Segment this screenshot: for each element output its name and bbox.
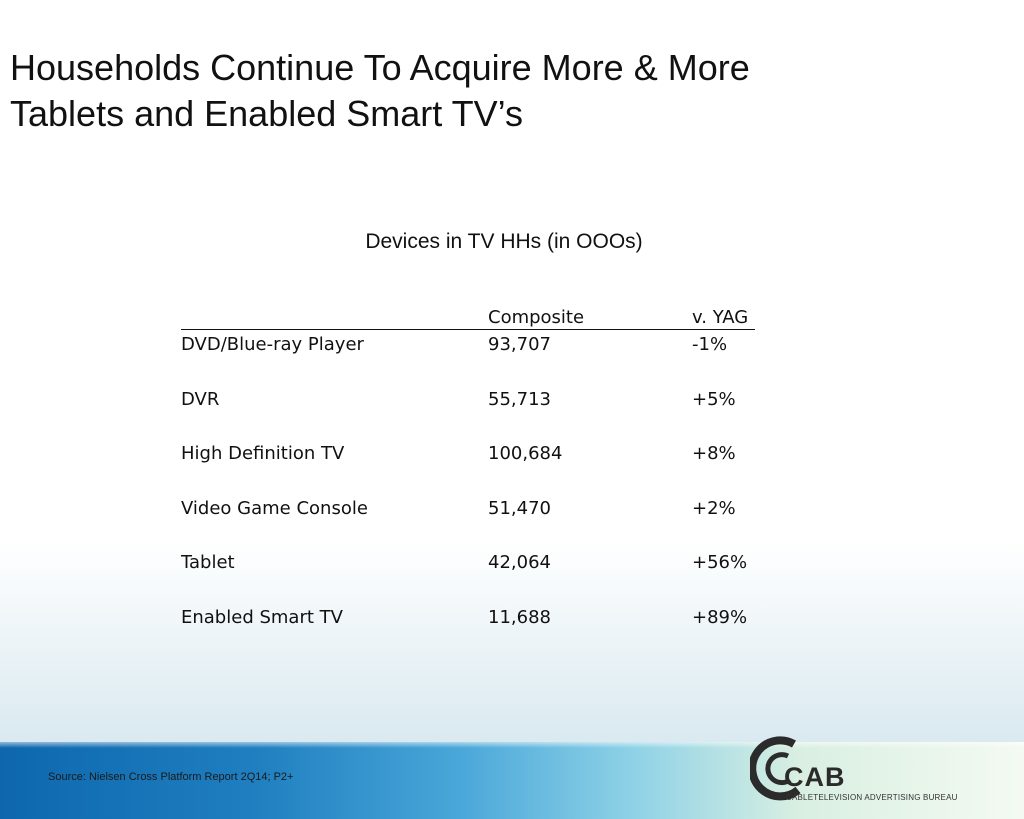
- table-row: DVD/Blue-ray Player 93,707 -1%: [181, 330, 755, 385]
- composite-value: 51,470: [488, 497, 551, 519]
- slide-title-line-1: Households Continue To Acquire More & Mo…: [10, 47, 750, 88]
- table-row: Enabled Smart TV 11,688 +89%: [181, 603, 755, 658]
- table-row: Tablet 42,064 +56%: [181, 548, 755, 603]
- yag-value: +2%: [692, 497, 736, 519]
- table-row: DVR 55,713 +5%: [181, 385, 755, 440]
- source-note: Source: Nielsen Cross Platform Report 2Q…: [48, 771, 294, 783]
- yag-value: +8%: [692, 443, 736, 465]
- device-name: Video Game Console: [181, 497, 368, 519]
- header-yag: v. YAG: [692, 307, 749, 328]
- table-header-row: Composite v. YAG: [181, 305, 755, 330]
- yag-value: +5%: [692, 388, 736, 410]
- logo-subtitle: CABLETELEVISION ADVERTISING BUREAU: [786, 793, 958, 802]
- logo-wordmark: CAB: [784, 762, 846, 792]
- composite-value: 11,688: [488, 606, 551, 628]
- composite-value: 93,707: [488, 334, 551, 355]
- device-name: High Definition TV: [181, 443, 345, 465]
- composite-value: 55,713: [488, 388, 551, 410]
- yag-value: +89%: [692, 606, 748, 628]
- device-name: Enabled Smart TV: [181, 606, 343, 628]
- composite-value: 100,684: [488, 443, 563, 465]
- composite-value: 42,064: [488, 552, 551, 574]
- footer-band: [0, 742, 1024, 819]
- table-title: Devices in TV HHs (in OOOs): [365, 230, 643, 253]
- device-name: Tablet: [181, 552, 235, 574]
- devices-table: Composite v. YAG DVD/Blue-ray Player 93,…: [181, 305, 755, 658]
- yag-value: -1%: [692, 334, 728, 355]
- device-name: DVD/Blue-ray Player: [181, 334, 364, 355]
- cab-logo-icon: [750, 736, 801, 801]
- slide-title-line-2: Tablets and Enabled Smart TV’s: [10, 93, 523, 134]
- device-name: DVR: [181, 388, 220, 410]
- background-gradient: [0, 540, 1024, 745]
- yag-value: +56%: [692, 552, 748, 574]
- slide-title: Households Continue To Acquire More & Mo…: [10, 45, 910, 137]
- table-row: Video Game Console 51,470 +2%: [181, 494, 755, 549]
- table-row: High Definition TV 100,684 +8%: [181, 439, 755, 494]
- header-composite: Composite: [488, 307, 585, 328]
